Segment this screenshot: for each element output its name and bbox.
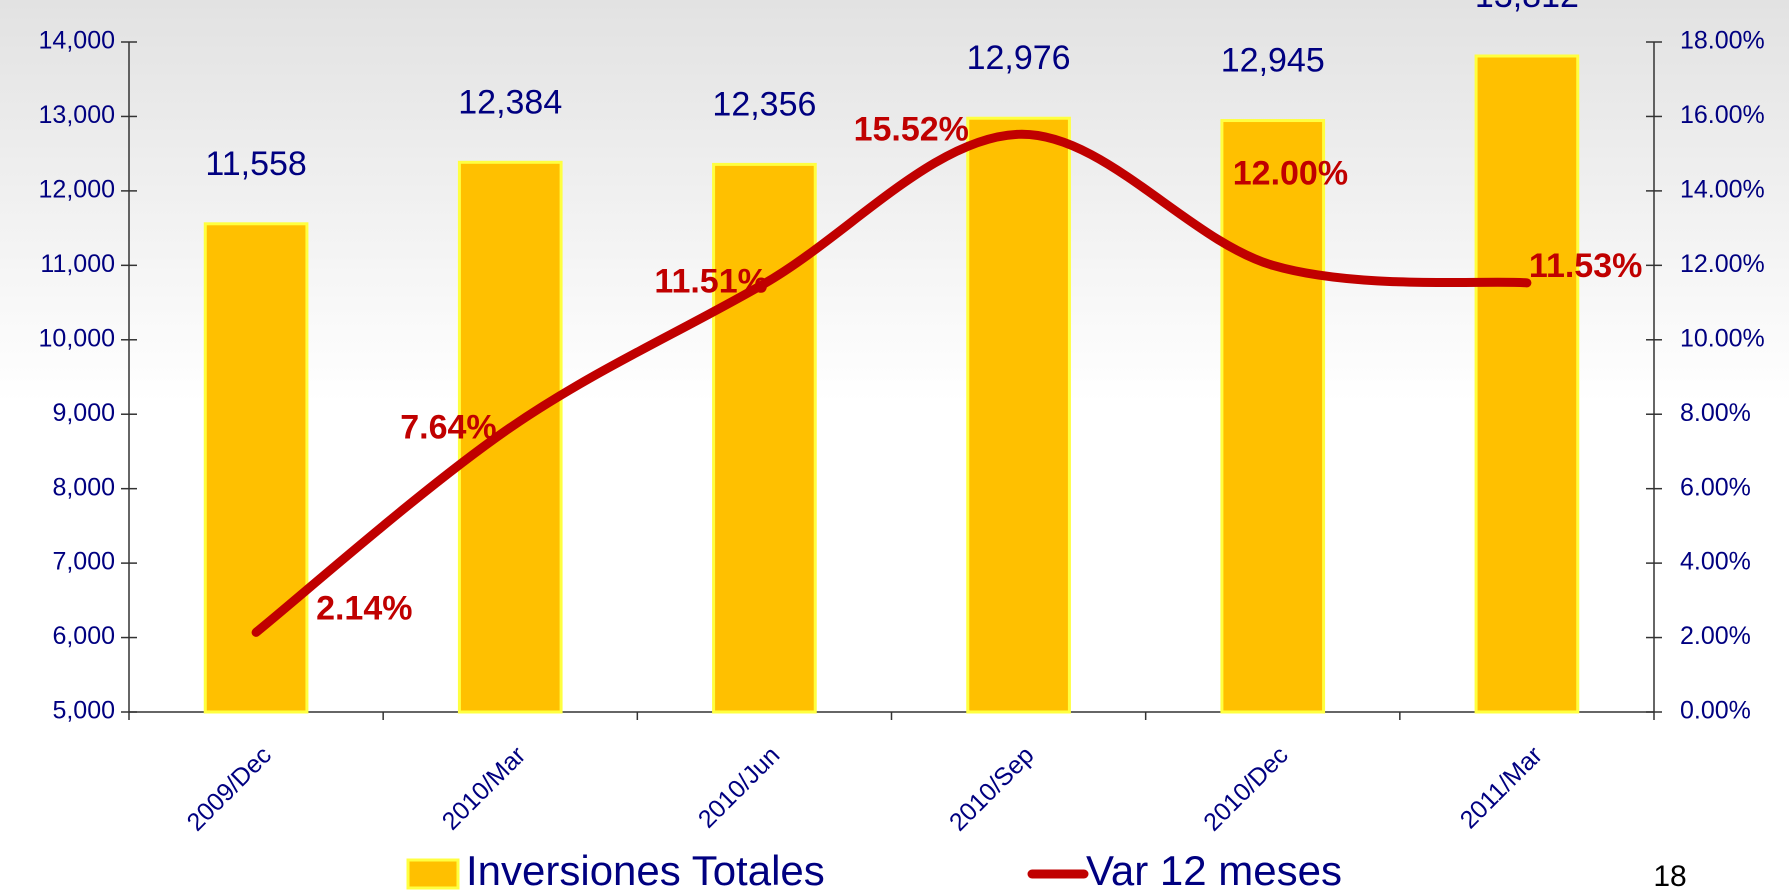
y-tick-label: 12,000 [39, 175, 115, 203]
bar-value-label: 12,384 [458, 83, 562, 121]
y2-tick-label: 8.00% [1680, 399, 1751, 427]
bar-value-label: 12,945 [1221, 42, 1325, 80]
y2-tick-label: 0.00% [1680, 697, 1751, 725]
legend-label: Var 12 meses [1086, 847, 1342, 894]
y-tick-label: 10,000 [39, 324, 115, 352]
y2-tick-label: 10.00% [1680, 324, 1765, 352]
page-number: 18 [1653, 860, 1686, 893]
y2-tick-label: 16.00% [1680, 101, 1765, 129]
line-value-label: 11.53% [1529, 247, 1642, 285]
legend-label: Inversiones Totales [466, 847, 825, 894]
y-tick-label: 7,000 [52, 548, 115, 576]
y-tick-label: 11,000 [40, 250, 115, 278]
line [251, 129, 1532, 637]
y2-tick-label: 18.00% [1680, 27, 1765, 55]
y2-tick-label: 14.00% [1680, 175, 1765, 203]
bar-value-label: 13,812 [1475, 0, 1579, 15]
y2-tick-label: 6.00% [1680, 473, 1751, 501]
y-tick-label: 9,000 [52, 399, 115, 427]
y-tick-label: 5,000 [52, 697, 115, 725]
bar [1474, 54, 1580, 714]
y-tick-label: 6,000 [52, 622, 115, 650]
bar-value-label: 11,558 [205, 145, 306, 183]
bar [1220, 119, 1326, 714]
line-value-label: 11.51% [654, 263, 767, 301]
line-value-label: 15.52% [854, 110, 969, 148]
line-value-label: 7.64% [400, 409, 496, 447]
line-value-label: 12.00% [1233, 154, 1348, 192]
line-value-label: 2.14% [316, 589, 412, 627]
bar [712, 162, 817, 714]
bar [203, 222, 309, 714]
bar [966, 116, 1071, 714]
legend-swatch [406, 858, 460, 890]
bar-value-label: 12,976 [967, 39, 1071, 77]
y2-tick-label: 4.00% [1680, 548, 1751, 576]
y-tick-label: 13,000 [39, 101, 115, 129]
y2-tick-label: 2.00% [1680, 622, 1751, 650]
y-tick-label: 14,000 [39, 27, 115, 55]
y2-tick-label: 12.00% [1680, 250, 1765, 278]
bar-value-label: 12,356 [712, 85, 816, 123]
y-tick-label: 8,000 [52, 473, 115, 501]
bar [457, 160, 563, 714]
